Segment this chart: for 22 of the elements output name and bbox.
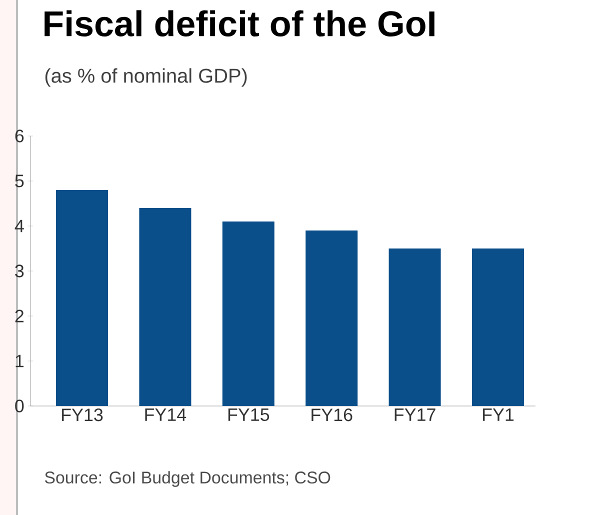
y-tick-label: 0 (15, 400, 24, 412)
bar (222, 222, 274, 406)
x-tick-label: FY15 (228, 408, 270, 422)
y-tick-label: 2 (15, 310, 24, 322)
chart-subtitle: (as % of nominal GDP) (45, 68, 247, 87)
x-tick-label: FY16 (312, 408, 352, 422)
x-tick-label: FY1 (483, 408, 514, 421)
bar (472, 248, 524, 406)
x-tick-label: FY17 (394, 408, 436, 421)
y-tick-label: 4 (14, 220, 24, 232)
y-tick-label: 1 (16, 354, 24, 368)
bar (56, 190, 108, 406)
bar (139, 208, 192, 406)
bar (388, 248, 441, 406)
source-note: Source: GoI Budget Documents; CSO (44, 471, 330, 487)
y-tick-label: 3 (15, 264, 24, 278)
x-tick-label: FY14 (145, 408, 186, 421)
y-tick-label: 5 (15, 174, 24, 188)
y-tick-label: 6 (15, 130, 24, 142)
bar (306, 230, 358, 406)
chart-title: Fiscal deficit of the GoI (44, 10, 434, 37)
x-tick-label: FY13 (62, 408, 103, 422)
